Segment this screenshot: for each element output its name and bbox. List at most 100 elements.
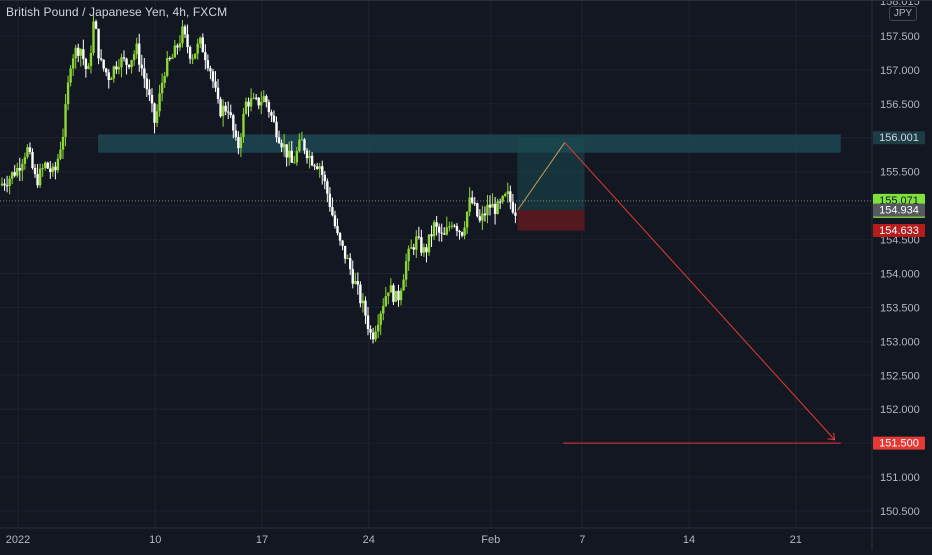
candle-body — [216, 87, 220, 100]
candles — [0, 12, 517, 344]
candle-down — [349, 253, 352, 275]
time-tick-label: 7 — [579, 534, 585, 546]
candle-up — [21, 158, 24, 181]
candle-down — [315, 162, 319, 170]
candle-body — [412, 247, 415, 250]
candle-up — [382, 298, 385, 321]
candle-body — [130, 60, 133, 68]
candle-down — [209, 65, 212, 80]
candle-body — [272, 115, 276, 122]
price-tag-label: 154.934 — [879, 205, 919, 217]
candle-up — [346, 254, 349, 260]
candle-down — [28, 142, 32, 155]
candle-up — [155, 104, 159, 128]
candle-body — [415, 236, 418, 250]
candle-down — [369, 325, 372, 340]
candle-body — [496, 201, 499, 214]
candle-body — [16, 167, 19, 176]
candle-body — [280, 142, 283, 148]
symbol-title[interactable]: British Pound / Japanese Yen, 4h, FXCM — [6, 5, 228, 19]
candle-down — [82, 39, 85, 66]
candle-body — [491, 203, 494, 208]
candle-down — [5, 175, 9, 193]
candle-up — [135, 37, 138, 59]
candle-body — [293, 162, 296, 164]
candle-body — [382, 306, 385, 314]
candle-down — [425, 243, 428, 263]
candle-up — [0, 177, 4, 187]
candle-down — [440, 223, 443, 242]
candle-up — [262, 90, 265, 103]
candle-up — [171, 54, 174, 60]
candle-body — [471, 197, 474, 203]
candle-body — [277, 137, 281, 143]
candle-body — [242, 113, 245, 138]
candle-body — [54, 166, 57, 171]
price-tick-label: 155.500 — [880, 167, 920, 179]
candle-body — [23, 157, 27, 164]
candle-down — [214, 71, 217, 92]
candle-body — [493, 203, 497, 214]
candle-body — [321, 166, 324, 175]
candle-body — [26, 147, 29, 158]
candle-body — [120, 57, 123, 68]
candle-down — [224, 101, 227, 116]
candle-up — [448, 221, 451, 232]
candle-down — [234, 123, 238, 141]
candle-down — [219, 96, 222, 118]
candle-up — [445, 216, 448, 236]
candle-body — [127, 64, 131, 68]
candle-up — [110, 76, 113, 80]
price-tick-label: 151.000 — [880, 472, 920, 484]
grid-lines — [0, 0, 872, 528]
candle-body — [392, 285, 395, 302]
candle-down — [280, 139, 283, 153]
candle-down — [343, 245, 347, 264]
candle-down — [509, 185, 512, 210]
candle-up — [64, 94, 67, 147]
candle-up — [239, 132, 243, 158]
candle-body — [359, 284, 362, 304]
candle-body — [346, 258, 349, 260]
candle-down — [257, 97, 260, 110]
candle-up — [422, 243, 426, 257]
candle-body — [445, 227, 448, 235]
candle-body — [331, 207, 334, 216]
candle-body — [407, 248, 410, 262]
price-tick-label: 154.500 — [880, 235, 920, 247]
candle-up — [61, 128, 65, 159]
price-tag[interactable]: 151.500 — [873, 436, 925, 450]
candle-body — [300, 139, 304, 141]
candle-up — [249, 88, 253, 112]
candle-down — [417, 226, 421, 240]
candle-up — [432, 219, 436, 241]
currency-badge[interactable]: JPY — [889, 6, 917, 21]
price-tag[interactable]: 154.934 — [873, 203, 925, 217]
candle-body — [209, 68, 212, 72]
candle-down — [435, 216, 438, 236]
candle-body — [193, 53, 197, 59]
candle-body — [394, 290, 398, 302]
candle-down — [437, 223, 441, 242]
price-tag[interactable]: 156.001 — [873, 131, 925, 145]
candle-up — [415, 230, 418, 258]
candle-up — [120, 53, 123, 78]
candle-body — [326, 181, 329, 194]
price-tag[interactable]: 154.633 — [873, 224, 925, 238]
candle-up — [196, 38, 199, 60]
price-tag-bg — [873, 131, 925, 145]
candle-body — [435, 222, 438, 227]
candle-body — [430, 234, 433, 237]
candle-body — [369, 329, 372, 333]
candle-body — [176, 45, 179, 48]
projection-down-leg — [564, 142, 836, 441]
candle-body — [38, 168, 42, 186]
candle-body — [191, 58, 194, 60]
candle-down — [460, 231, 464, 238]
candle-body — [211, 71, 215, 82]
candle-down — [186, 24, 189, 54]
candle-body — [443, 233, 446, 235]
candle-down — [303, 138, 306, 155]
